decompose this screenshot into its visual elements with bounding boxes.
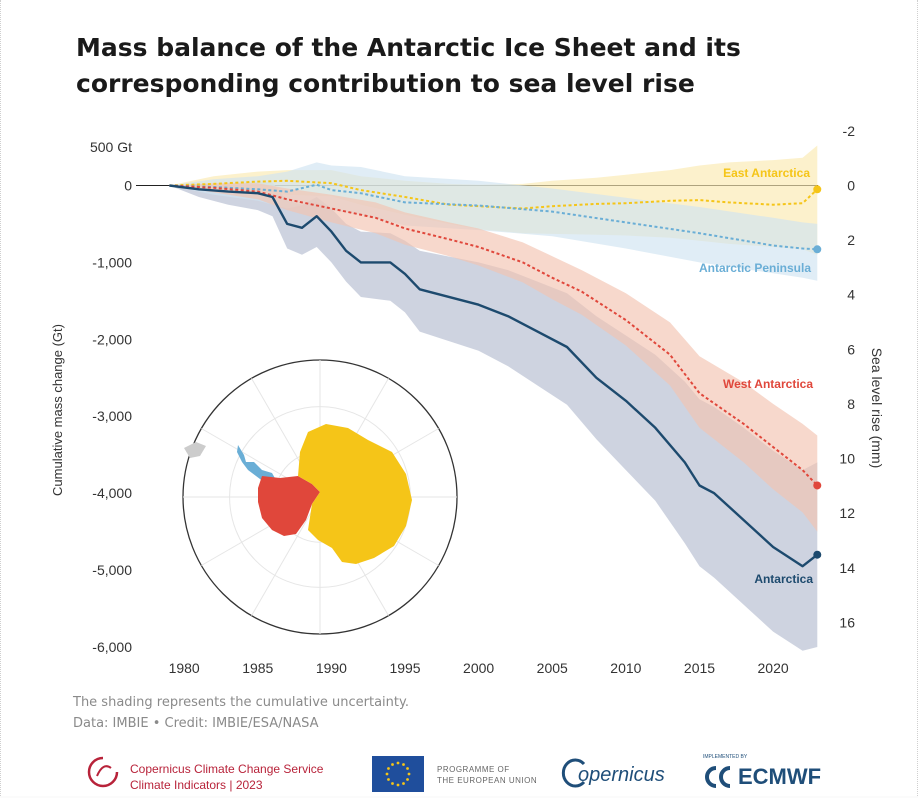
eu-star-icon <box>396 761 400 765</box>
eu-line1: PROGRAMME OF <box>437 765 510 774</box>
y-tick-label: -5,000 <box>92 562 132 578</box>
y2-tick-label: 10 <box>839 451 855 467</box>
y-tick-label: -1,000 <box>92 254 132 270</box>
eu-programme-text: PROGRAMME OF THE EUROPEAN UNION <box>437 764 537 786</box>
west-antarctica-line <box>169 184 819 487</box>
x-tick-label: 1980 <box>169 660 200 676</box>
y-tick-label: 500 Gt <box>90 139 132 155</box>
y2-tick-label: 0 <box>847 177 855 193</box>
x-tick-label: 1995 <box>389 660 420 676</box>
x-tick-label: 2015 <box>684 660 715 676</box>
antarctic-peninsula-uncertainty-band <box>169 162 818 281</box>
east-antarctica-endpoint <box>813 185 822 194</box>
east-antarctica-line <box>169 179 818 210</box>
eu-star-icon <box>391 782 394 785</box>
eu-star-icon <box>402 763 405 766</box>
map-west-antarctica-region <box>258 476 320 536</box>
y-axis-right-ticks: -2 0 2 4 6 8 10 12 14 16 <box>839 123 855 631</box>
antarctic-peninsula-endpoint <box>813 245 822 254</box>
y2-tick-label: 14 <box>839 560 855 576</box>
eu-star-icon <box>402 782 405 785</box>
antarctica-label: Antarctica <box>754 572 813 586</box>
credit-note: Data: IMBIE • Credit: IMBIE/ESA/NASA <box>73 716 319 731</box>
eu-star-icon <box>406 767 409 770</box>
antarctica-line <box>169 184 819 568</box>
eu-star-icon <box>407 772 411 776</box>
y-axis-left-ticks: 500 Gt 0 -1,000 -2,000 -3,000 -4,000 -5,000 -6,… <box>90 139 132 655</box>
x-tick-label: 2000 <box>463 660 494 676</box>
y-tick-label: -4,000 <box>92 485 132 501</box>
chart-title: Mass balance of the Antarctic Ice Sheet … <box>76 33 741 98</box>
west-antarctica-endpoint <box>813 481 822 490</box>
copernicus-c-icon <box>561 758 586 788</box>
eu-star-icon <box>387 767 390 770</box>
y-tick-label: 0 <box>124 177 132 193</box>
antarctica-inset-map <box>182 359 458 635</box>
x-tick-label: 1985 <box>242 660 273 676</box>
y-tick-label: -2,000 <box>92 331 132 347</box>
eu-star-icon <box>387 778 390 781</box>
map-south-america-tip <box>184 442 206 458</box>
map-meridian-line <box>251 496 321 616</box>
c3s-text: Copernicus Climate Change Service Climat… <box>130 761 323 793</box>
c3s-line2: Climate Indicators | 2023 <box>130 778 263 792</box>
eu-line2: THE EUROPEAN UNION <box>437 776 538 785</box>
ecmwf-logo-text: ECMWF <box>738 764 822 789</box>
map-peninsula-region <box>237 445 276 482</box>
y2-tick-label: 12 <box>839 505 855 521</box>
antarctic-peninsula-label: Antarctic Peninsula <box>699 261 811 275</box>
y2-axis-label: Sea level rise (mm) <box>869 348 885 469</box>
y-tick-label: -3,000 <box>92 408 132 424</box>
c3s-line1: Copernicus Climate Change Service <box>130 762 324 776</box>
east-antarctica-label: East Antarctica <box>723 166 810 180</box>
ecmwf-symbol-icon <box>705 766 731 788</box>
x-axis-ticks: 1980 1985 1990 1995 2000 2005 2010 2015 2020 <box>169 660 789 676</box>
series-labels: East Antarctica Antarctic Peninsula West A… <box>699 166 813 586</box>
y2-tick-label: -2 <box>843 123 856 139</box>
eu-star-icon <box>396 783 400 787</box>
c3s-logo-icon <box>87 756 119 788</box>
series-endpoints <box>813 185 822 559</box>
chart-canvas: East Antarctica Antarctic Peninsula West A… <box>50 123 885 676</box>
y-axis-label: Cumulative mass change (Gt) <box>50 324 65 496</box>
x-tick-label: 1990 <box>316 660 347 676</box>
series-lines <box>169 179 819 568</box>
antarctica-uncertainty-band <box>169 181 818 651</box>
x-tick-label: 2020 <box>758 660 789 676</box>
eu-flag-icon <box>372 756 424 792</box>
eu-star-icon <box>385 772 389 776</box>
antarctica-endpoint <box>813 550 822 559</box>
y2-tick-label: 6 <box>847 341 855 357</box>
y2-tick-label: 4 <box>847 287 855 303</box>
antarctic-peninsula-line <box>169 183 818 251</box>
x-tick-label: 2005 <box>537 660 568 676</box>
y2-tick-label: 16 <box>839 614 855 630</box>
west-antarctica-label: West Antarctica <box>723 377 813 391</box>
map-east-antarctica-region <box>298 424 412 564</box>
ecmwf-subtext: IMPLEMENTED BY <box>703 754 748 760</box>
y2-tick-label: 8 <box>847 396 855 412</box>
eu-star-icon <box>391 763 394 766</box>
y2-tick-label: 2 <box>847 232 855 248</box>
shading-note: The shading represents the cumulative un… <box>73 695 409 710</box>
eu-star-icon <box>406 778 409 781</box>
x-tick-label: 2010 <box>610 660 641 676</box>
copernicus-logo-text: opernicus <box>578 764 665 786</box>
y-tick-label: -6,000 <box>92 639 132 655</box>
